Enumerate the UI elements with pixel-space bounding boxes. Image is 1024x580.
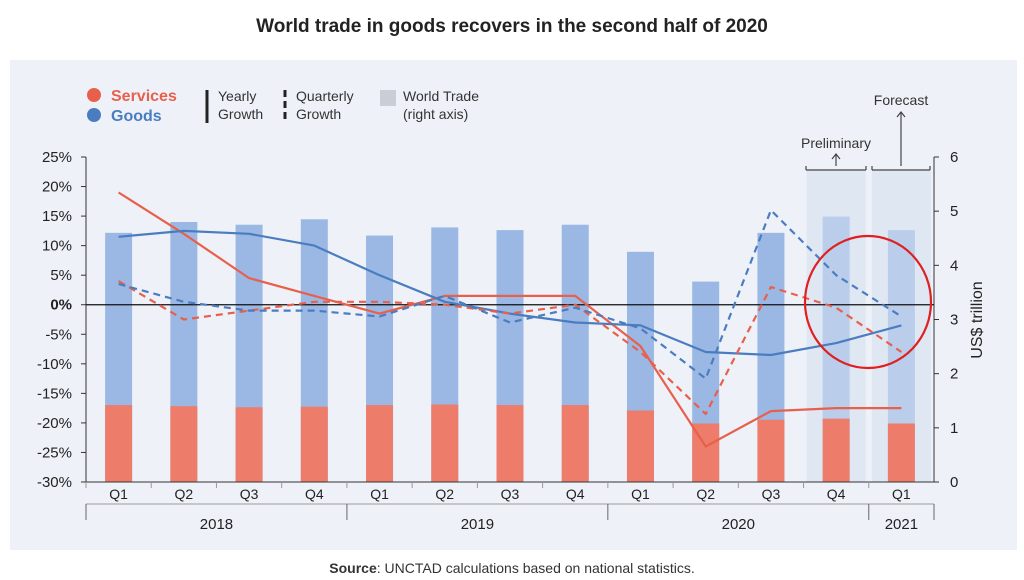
x-tick-label: Q2 [696,486,715,502]
bar-services-2 [235,407,263,482]
x-axis: Q1 Q2 Q3 Q4 Q1 Q2 Q3 Q4 Q1 Q2 Q3 Q4 Q1 2018 2019 2020 20… [85,481,935,533]
x-tick-label: Q1 [370,486,389,502]
x-group-label: 2018 [200,516,233,533]
source-note: Source: UNCTAD calculations based on nat… [0,560,1024,576]
bars [105,216,915,483]
legend-goods-label: Goods [111,108,162,125]
source-label: Source [329,560,377,576]
left-tick-label: -15% [37,385,72,402]
legend-quarterly-label-1: Quarterly [296,88,354,104]
preliminary-arrowhead [831,153,841,160]
x-group-label: 2019 [461,516,494,533]
x-tick-label: Q1 [631,486,650,502]
x-tick-label: Q4 [305,486,324,502]
legend-yearly-label-1: Yearly [218,88,256,104]
x-tick-label: Q2 [435,486,454,502]
x-group-label: 2020 [722,516,755,533]
left-tick-label: 20% [42,179,72,196]
legend-goods-marker [87,108,101,122]
bar-services-4 [366,405,394,482]
line-services-quarterly [118,280,903,416]
right-tick-label: 4 [950,257,958,274]
chart-title: World trade in goods recovers in the sec… [256,16,768,37]
bar-services-6 [496,405,524,482]
x-tick-label: Q3 [240,486,259,502]
x-tick-label: Q4 [827,486,846,502]
legend-world-trade-label-1: World Trade [403,88,479,104]
line-goods-yearly [118,229,902,357]
legend-yearly-label-2: Growth [218,106,263,122]
left-tick-label: 0% [50,297,72,314]
legend-world-trade-swatch [380,90,396,106]
left-tick-label: -10% [37,356,72,373]
source-text: : UNCTAD calculations based on national … [376,560,695,576]
left-tick-label: 10% [42,238,72,255]
line-services-yearly [118,191,902,448]
right-tick-label: 2 [950,366,958,383]
bar-services-12 [887,423,915,482]
left-tick-label: 15% [42,208,72,225]
left-tick-label: 25% [42,149,72,166]
annotations: Preliminary Forecast [801,92,931,171]
axes: 25% 20% 15% 10% 5% 0% -5% -10% -15% -20% -25% -30% 6… [37,149,958,491]
bar-services-0 [105,405,133,482]
forecast-label: Forecast [874,92,929,108]
line-goods-quarterly [118,209,902,380]
bar-services-1 [170,406,198,482]
legend-services-label: Services [111,88,177,105]
legend-quarterly-label-2: Growth [296,106,341,122]
x-tick-label: Q3 [501,486,520,502]
bar-services-8 [626,410,654,482]
x-tick-label: Q3 [762,486,781,502]
bar-services-10 [757,419,785,482]
legend: Services Goods Yearly Growth Quarterly G… [87,88,479,125]
bar-services-3 [300,406,328,482]
left-tick-label: -20% [37,415,72,432]
x-tick-label: Q1 [109,486,128,502]
right-tick-label: 0 [950,474,958,491]
preliminary-label: Preliminary [801,135,871,151]
lines [118,191,903,448]
forecast-arrowhead [896,111,906,118]
bar-services-11 [822,418,850,482]
left-tick-label: -5% [45,326,72,343]
highlight-circle [803,234,933,370]
right-axis-label: US$ trillion [969,281,986,358]
x-tick-label: Q1 [892,486,911,502]
left-tick-label: -30% [37,474,72,491]
right-tick-label: 1 [950,420,958,437]
left-tick-label: 5% [50,267,72,284]
legend-world-trade-label-2: (right axis) [403,106,468,122]
x-tick-label: Q2 [175,486,194,502]
bar-services-5 [431,404,459,482]
right-tick-label: 6 [950,149,958,166]
bar-services-7 [561,405,589,482]
legend-services-marker [87,88,101,102]
right-tick-label: 5 [950,203,958,220]
right-tick-label: 3 [950,312,958,329]
x-tick-label: Q4 [566,486,585,502]
left-tick-label: -25% [37,444,72,461]
x-group-label: 2021 [885,516,918,533]
